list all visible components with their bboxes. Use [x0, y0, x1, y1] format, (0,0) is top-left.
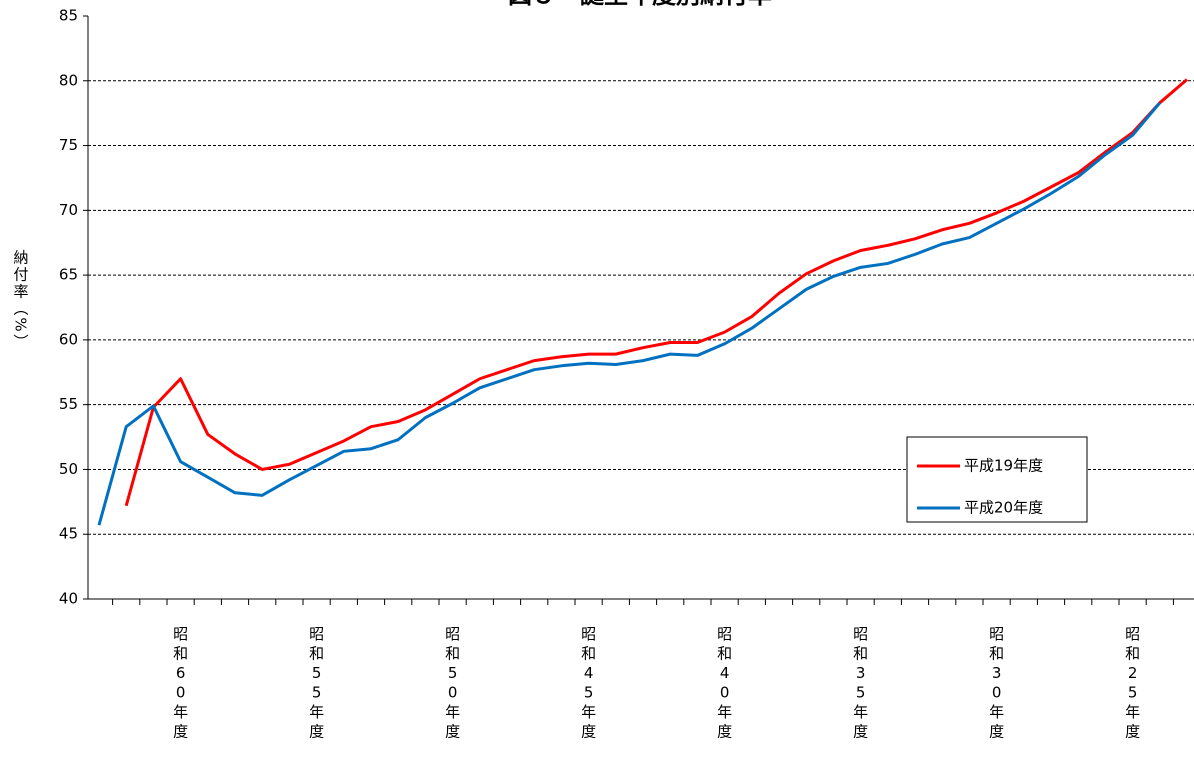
series-line	[97, 101, 1161, 526]
y-tick-label: 60	[59, 330, 78, 348]
legend-label: 平成20年度	[964, 499, 1043, 517]
y-tick-label: 80	[59, 71, 78, 89]
series-line	[124, 78, 1188, 507]
x-tick-label: 昭和 3 0 年度	[989, 625, 1004, 741]
y-tick-label: 40	[59, 590, 78, 608]
x-tick-label: 昭和 5 5 年度	[309, 625, 324, 741]
y-axis-label: 納付率（%）	[12, 249, 30, 350]
y-tick-label: 70	[59, 201, 78, 219]
y-tick-label: 65	[59, 266, 78, 284]
y-tick-label: 75	[59, 136, 78, 154]
x-tick-label: 昭和 3 5 年度	[853, 625, 868, 741]
chart-title: 図５ 誕生年度別納付率	[508, 0, 772, 9]
y-tick-label: 55	[59, 395, 78, 413]
x-tick-label: 昭和 6 0 年度	[173, 625, 188, 741]
legend-label: 平成19年度	[964, 457, 1043, 475]
y-tick-label: 85	[59, 7, 78, 25]
y-tick-label: 45	[59, 525, 78, 543]
y-tick-label: 50	[59, 460, 78, 478]
x-tick-label: 昭和 2 5 年度	[1125, 625, 1140, 741]
x-tick-label: 昭和 5 0 年度	[445, 625, 460, 741]
x-tick-label: 昭和 4 5 年度	[581, 625, 596, 741]
x-tick-label: 昭和 4 0 年度	[717, 625, 732, 741]
